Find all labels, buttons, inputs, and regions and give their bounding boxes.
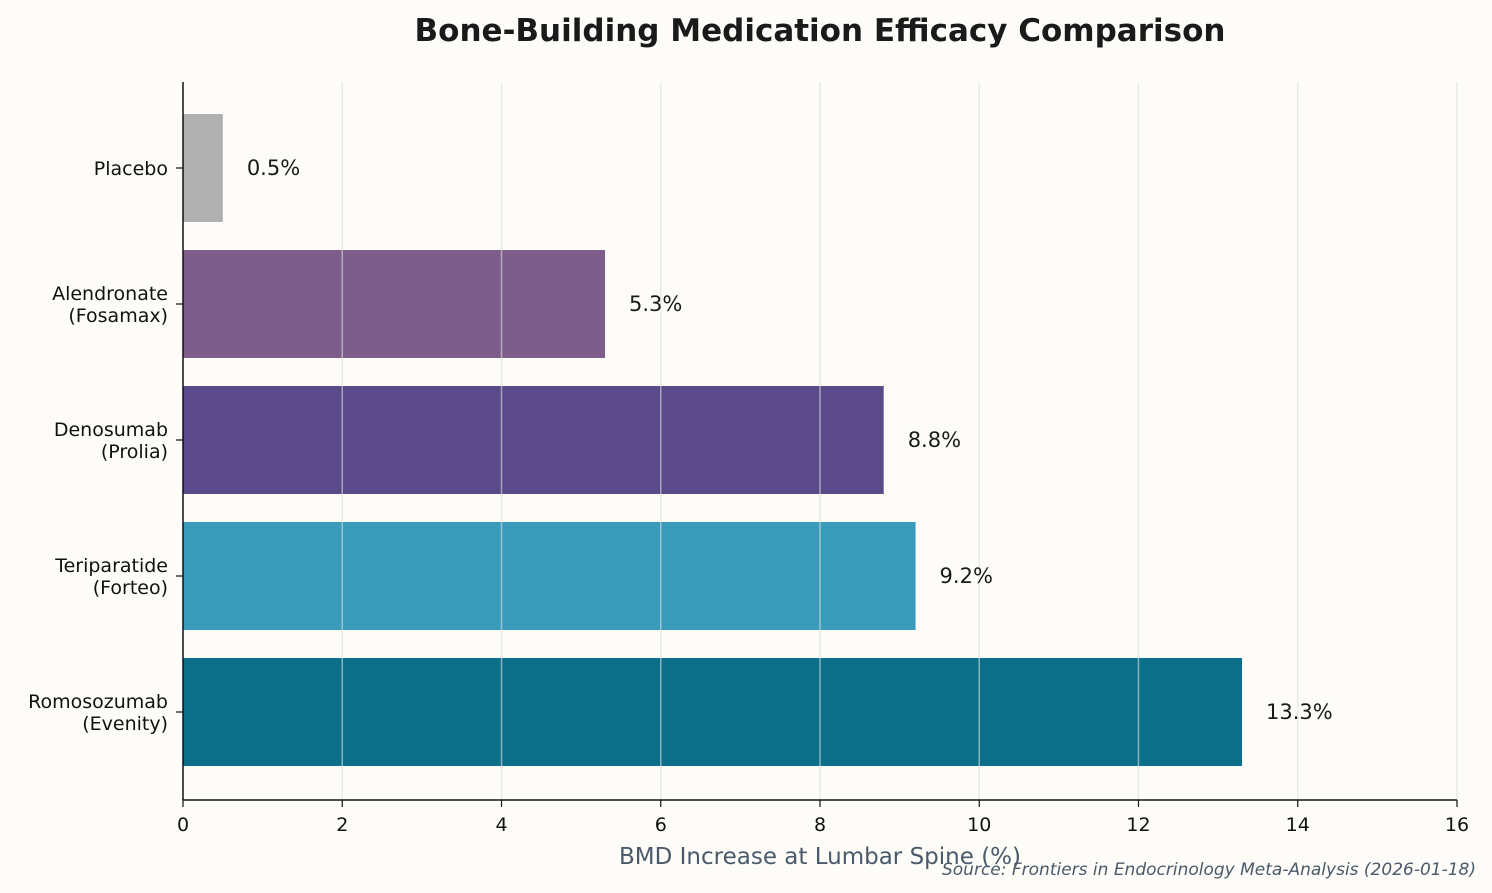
y-tick-label: Teriparatide (Forteo) <box>54 555 168 599</box>
data-label: 5.3% <box>629 292 682 316</box>
x-tick-label: 10 <box>967 814 991 836</box>
data-label: 13.3% <box>1266 700 1333 724</box>
source-note: Source: Frontiers in Endocrinology Meta-… <box>942 860 1476 880</box>
x-tick-label: 14 <box>1286 814 1310 836</box>
data-label: 0.5% <box>247 156 300 180</box>
y-tick-label: Alendronate (Fosamax) <box>52 283 168 327</box>
x-tick-label: 16 <box>1445 814 1469 836</box>
x-tick-label: 12 <box>1126 814 1150 836</box>
x-tick-label: 6 <box>655 814 667 836</box>
x-axis-label: BMD Increase at Lumbar Spine (%) <box>619 844 1021 870</box>
x-tick-label: 8 <box>814 814 826 836</box>
data-label: 8.8% <box>908 428 961 452</box>
bar <box>183 386 884 494</box>
x-tick-label: 0 <box>177 814 189 836</box>
bar <box>183 658 1243 766</box>
bar <box>183 522 916 630</box>
chart-title: Bone-Building Medication Efficacy Compar… <box>415 13 1226 49</box>
data-label: 9.2% <box>940 564 993 588</box>
y-tick-label: Denosumab (Prolia) <box>54 419 168 463</box>
bar <box>183 114 223 222</box>
x-tick-label: 4 <box>495 814 507 836</box>
y-tick-label: Romosozumab (Evenity) <box>28 691 168 735</box>
bar <box>183 250 606 358</box>
y-tick-label: Placebo <box>94 158 168 180</box>
x-tick-label: 2 <box>336 814 348 836</box>
